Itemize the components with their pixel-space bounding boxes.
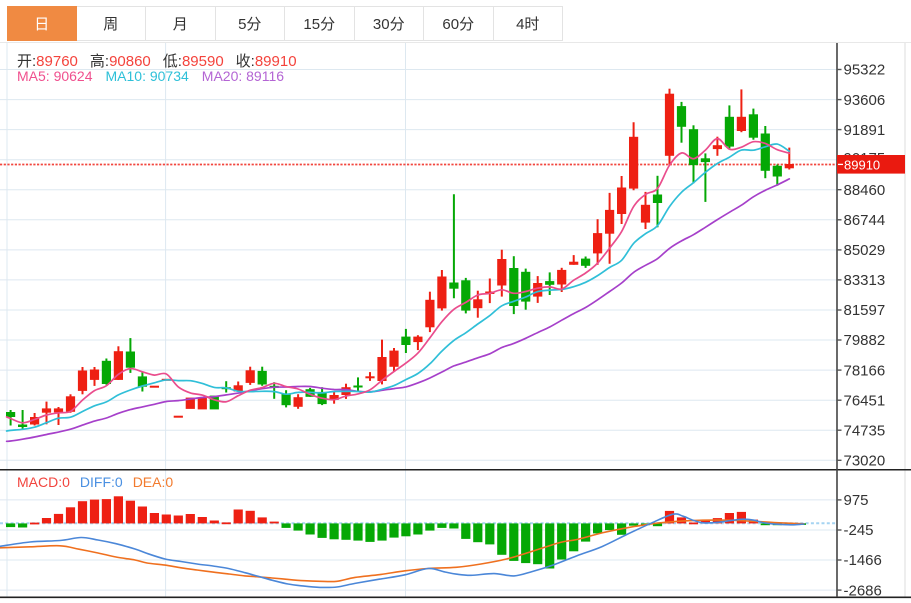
svg-text:81597: 81597 xyxy=(844,302,886,319)
svg-text:83313: 83313 xyxy=(844,272,886,289)
svg-text:73020: 73020 xyxy=(844,453,886,470)
svg-text:89910: 89910 xyxy=(844,157,880,172)
svg-text:95322: 95322 xyxy=(844,62,886,79)
svg-text:85029: 85029 xyxy=(844,242,886,259)
svg-text:93606: 93606 xyxy=(844,92,886,109)
svg-text:-1466: -1466 xyxy=(844,552,882,569)
svg-text:91891: 91891 xyxy=(844,122,886,139)
svg-text:78166: 78166 xyxy=(844,362,886,379)
svg-text:76451: 76451 xyxy=(844,392,886,409)
svg-text:88460: 88460 xyxy=(844,182,886,199)
svg-text:86744: 86744 xyxy=(844,212,886,229)
svg-text:-245: -245 xyxy=(844,522,874,539)
svg-text:79882: 79882 xyxy=(844,332,886,349)
svg-text:74735: 74735 xyxy=(844,422,886,439)
svg-text:975: 975 xyxy=(844,492,869,509)
svg-text:-2686: -2686 xyxy=(844,582,882,599)
